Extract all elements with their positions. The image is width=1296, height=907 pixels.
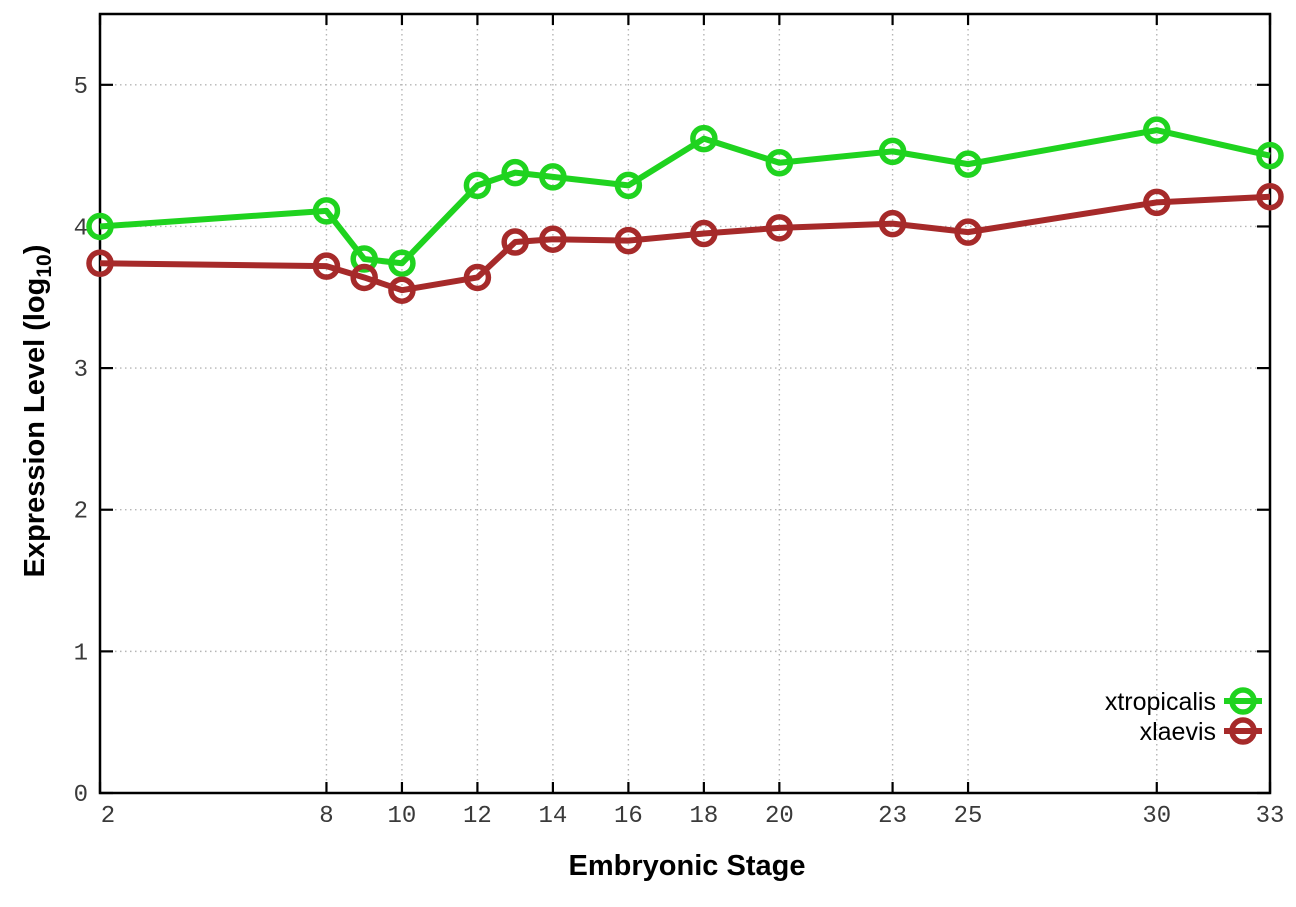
y-tick-label: 2: [74, 499, 88, 526]
data-point-xlaevis: [878, 209, 907, 238]
data-point-xlaevis: [690, 219, 718, 248]
data-point-xlaevis: [501, 228, 529, 256]
data-point-xlaevis: [350, 263, 378, 292]
data-point-xlaevis: [954, 218, 982, 246]
data-point-xtropicalis: [388, 249, 416, 278]
data-point-xtropicalis: [350, 245, 378, 273]
x-tick-label: 20: [765, 803, 794, 830]
data-point-xlaevis: [765, 214, 794, 242]
data-point-xtropicalis: [1143, 116, 1171, 144]
data-point-xtropicalis: [690, 124, 718, 153]
x-tick-label: 30: [1142, 803, 1171, 830]
x-tick-label: 18: [689, 803, 718, 830]
data-point-xtropicalis: [954, 150, 982, 178]
data-point-xtropicalis: [312, 197, 341, 225]
y-tick-label: 3: [74, 357, 88, 384]
data-point-xtropicalis: [614, 171, 643, 200]
data-point-xtropicalis: [1256, 141, 1284, 170]
legend-label-xtropicalis: xtropicalis: [1105, 688, 1216, 716]
x-tick-label: 10: [388, 803, 417, 830]
legend-label-xlaevis: xlaevis: [1140, 718, 1216, 746]
data-point-xlaevis: [86, 249, 114, 278]
data-point-xlaevis: [388, 276, 416, 304]
data-point-xlaevis: [312, 252, 341, 280]
x-tick-label: 8: [319, 803, 333, 830]
x-tick-label: 2: [101, 803, 115, 830]
x-axis-title: Embryonic Stage: [568, 850, 806, 882]
series-line-xtropicalis: [99, 127, 1271, 267]
legend-marker-xtropicalis: [1229, 687, 1257, 715]
data-point-xlaevis: [463, 263, 492, 292]
y-axis-title-subscript: 10: [33, 254, 56, 278]
chart-frame: [98, 12, 1272, 795]
x-tick-label: 25: [954, 803, 983, 830]
data-point-xlaevis: [1143, 188, 1171, 217]
y-axis-title-main: Expression Level (log: [19, 277, 51, 578]
y-tick-label: 4: [74, 215, 88, 242]
series-line-xlaevis: [99, 193, 1271, 294]
y-tick-label: 5: [74, 74, 88, 101]
x-tick-label: 12: [463, 803, 492, 830]
data-point-xtropicalis: [765, 148, 794, 177]
y-axis-title: Expression Level (log10): [19, 111, 57, 711]
data-point-xtropicalis: [878, 137, 907, 166]
data-point-xlaevis: [614, 226, 643, 255]
data-point-xlaevis: [1256, 182, 1284, 211]
y-tick-label: 0: [74, 782, 88, 809]
legend-marker-xlaevis: [1229, 717, 1257, 745]
y-tick-label: 1: [74, 640, 88, 667]
x-tick-label: 14: [538, 803, 567, 830]
data-point-xtropicalis: [463, 171, 492, 200]
x-tick-label: 23: [878, 803, 907, 830]
data-point-xtropicalis: [86, 212, 114, 241]
data-point-xtropicalis: [501, 158, 529, 187]
data-point-xlaevis: [539, 225, 567, 253]
data-point-xtropicalis: [539, 163, 567, 191]
x-tick-label: 16: [614, 803, 643, 830]
x-tick-label: 33: [1256, 803, 1285, 830]
y-axis-title-end: ): [19, 244, 51, 255]
